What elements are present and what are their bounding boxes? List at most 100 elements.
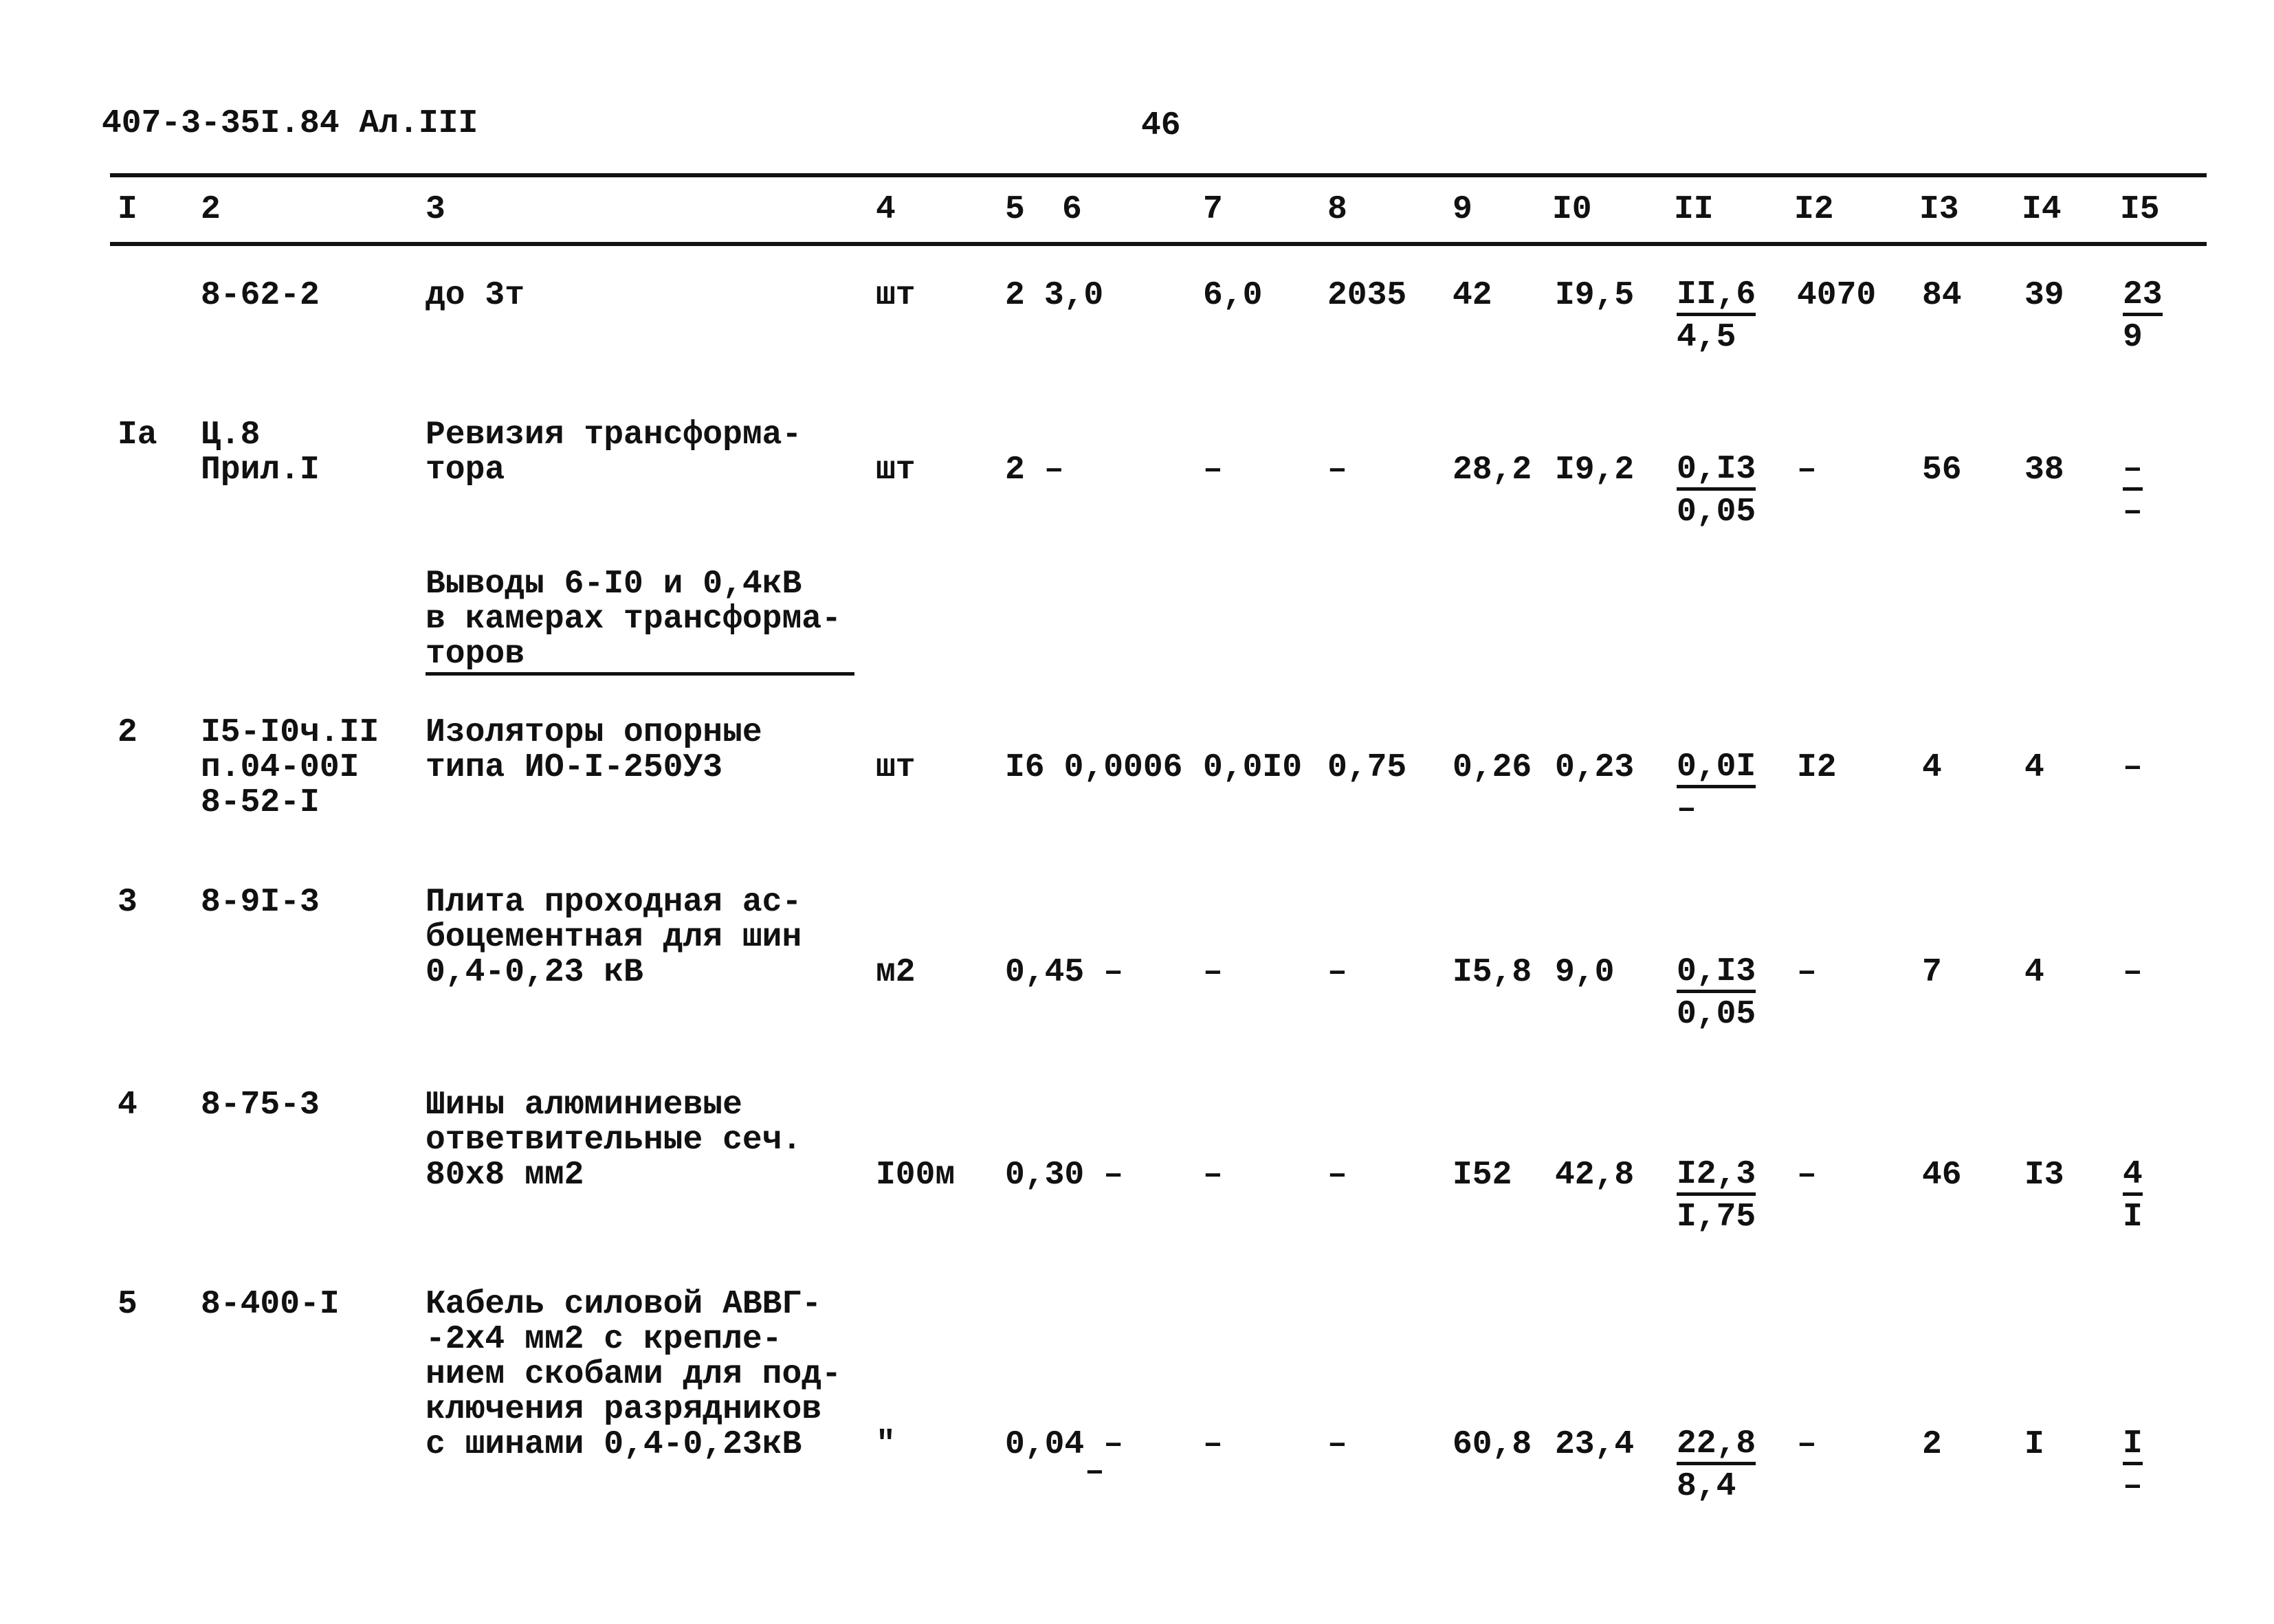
col-6-value: –: [1103, 954, 1124, 991]
quantity-and-c6: 2 3,0: [1005, 278, 1103, 313]
row-norm-code: Ц.8 Прил.I: [201, 418, 320, 488]
col-13-value: 84: [1922, 277, 1962, 314]
col-8-value: 0,75: [1327, 749, 1407, 786]
col-14-value: 4: [2024, 749, 2044, 786]
col-15-fraction: – –: [2123, 452, 2143, 533]
fraction-denominator: –: [1677, 791, 1697, 828]
col-12-value: –: [1797, 452, 1817, 489]
row-description: до 3т: [426, 278, 525, 313]
quantity-and-c6: I6 0,0006: [1005, 750, 1182, 786]
col-10-value: 23,4: [1555, 1426, 1635, 1463]
col-6-value-below: –: [1085, 1454, 1105, 1491]
description-line: Изоляторы опорные: [426, 714, 762, 751]
header-top-rule: [110, 173, 2207, 177]
col-13-value: 56: [1922, 452, 1962, 489]
description-line: торов: [426, 637, 855, 676]
row-description: Выводы 6-I0 и 0,4кВ в камерах трансформа-…: [426, 567, 855, 676]
fraction-denominator: I: [2123, 1199, 2143, 1236]
column-header-13: I3: [1919, 191, 1959, 228]
column-header-9: 9: [1453, 191, 1472, 228]
col-12-value: I2: [1797, 749, 1837, 786]
col-8-value: –: [1327, 1426, 1347, 1463]
col-12-value: 4070: [1797, 277, 1877, 314]
col-14-value: I3: [2024, 1157, 2064, 1194]
col-7-value: –: [1203, 954, 1223, 991]
fraction-numerator: –: [2123, 452, 2143, 491]
row-number: 2: [118, 714, 137, 751]
col-15-fraction: 23 9: [2123, 277, 2163, 359]
col-12-value: –: [1797, 1157, 1817, 1194]
column-header-10: I0: [1552, 191, 1592, 228]
fraction-numerator: 0,I3: [1677, 452, 1756, 491]
col-7-value: –: [1203, 1426, 1223, 1463]
description-line: ключения разрядников: [426, 1391, 822, 1428]
col-11-fraction: II,6 4,5: [1677, 277, 1756, 359]
row-description: Плита проходная ас-боцементная для шин 0,…: [426, 885, 802, 990]
unit: шт: [876, 749, 916, 786]
fraction-denominator: 8,4: [1677, 1468, 1736, 1505]
row-number: 5: [118, 1286, 137, 1323]
row-norm-code: 8-62-2: [201, 278, 320, 313]
fraction-denominator: –: [2123, 1468, 2143, 1505]
col-6-value: 3,0: [1044, 277, 1104, 314]
row-description: Изоляторы опорные типа ИО-I-250У3: [426, 715, 762, 786]
fraction-denominator: 4,5: [1677, 319, 1736, 356]
col-8-value: 2035: [1327, 277, 1407, 314]
description-line: ответвительные сеч.: [426, 1122, 802, 1159]
description-line: Плита проходная ас-: [426, 884, 802, 921]
col-6-value: 0,0006: [1063, 749, 1183, 786]
col-15-value: –: [2123, 954, 2143, 991]
unit: I00м: [876, 1157, 956, 1194]
col-8-value: –: [1327, 452, 1347, 489]
col-10-value: 42,8: [1555, 1157, 1635, 1194]
col-13-value: 4: [1922, 749, 1942, 786]
col-11-fraction: 0,I3 0,05: [1677, 954, 1756, 1036]
description-line: до 3т: [426, 277, 525, 314]
row-number: 3: [118, 884, 137, 921]
description-line: боцементная для шин: [426, 919, 802, 956]
header-bottom-rule: [110, 242, 2207, 246]
col-7-value: –: [1203, 452, 1223, 489]
description-line: Шины алюминиевые: [426, 1087, 742, 1124]
document-code: 407-3-35I.84 Ал.III: [102, 105, 478, 142]
row-description: Ревизия трансформа-тора: [426, 418, 802, 488]
row-norm-code: I5-I0ч.II п.04-00I 8-52-I: [201, 715, 379, 821]
col-8-value: –: [1327, 954, 1347, 991]
row-number: 4: [118, 1087, 137, 1124]
col-15-value: –: [2123, 749, 2143, 786]
col-7-value: –: [1203, 1157, 1223, 1194]
description-line: с шинами 0,4-0,23кВ: [426, 1426, 802, 1463]
fraction-denominator: –: [2123, 493, 2143, 531]
column-header-7: 7: [1203, 191, 1223, 228]
col-14-value: 38: [2024, 452, 2064, 489]
col-8-value: –: [1327, 1157, 1347, 1194]
col-13-value: 46: [1922, 1157, 1962, 1194]
column-header-3: 3: [426, 191, 445, 228]
fraction-numerator: II,6: [1677, 277, 1756, 316]
fraction-numerator: 23: [2123, 277, 2163, 316]
description-line: в камерах трансформа-: [426, 601, 841, 638]
col-9-value: 60,8: [1453, 1426, 1532, 1463]
col-10-value: 0,23: [1555, 749, 1635, 786]
fraction-numerator: 22,8: [1677, 1426, 1756, 1465]
col-14-value: 4: [2024, 954, 2044, 991]
col-11-fraction: 22,8 8,4: [1677, 1426, 1756, 1508]
col-6-value: –: [1103, 1157, 1124, 1194]
col-10-value: 9,0: [1555, 954, 1615, 991]
description-line: Кабель силовой АВВГ-: [426, 1286, 822, 1323]
quantity: 0,45: [1005, 954, 1085, 991]
quantity: 0,04: [1005, 1426, 1085, 1463]
quantity: 2: [1005, 452, 1025, 489]
fraction-denominator: I,75: [1677, 1199, 1756, 1236]
fraction-numerator: I: [2123, 1426, 2143, 1465]
col-12-value: –: [1797, 954, 1817, 991]
quantity-and-c6: 0,45–: [1005, 955, 1123, 990]
row-description: Шины алюминиевые ответвительные сеч. 80х8 …: [426, 1088, 802, 1193]
column-header-6: 6: [1062, 191, 1082, 228]
description-line: типа ИО-I-250У3: [426, 749, 723, 786]
col-13-value: 2: [1922, 1426, 1942, 1463]
quantity-and-c6: 0,30–: [1005, 1158, 1123, 1193]
row-norm-code: 8-75-3: [201, 1088, 320, 1123]
column-header-12: I2: [1794, 191, 1834, 228]
